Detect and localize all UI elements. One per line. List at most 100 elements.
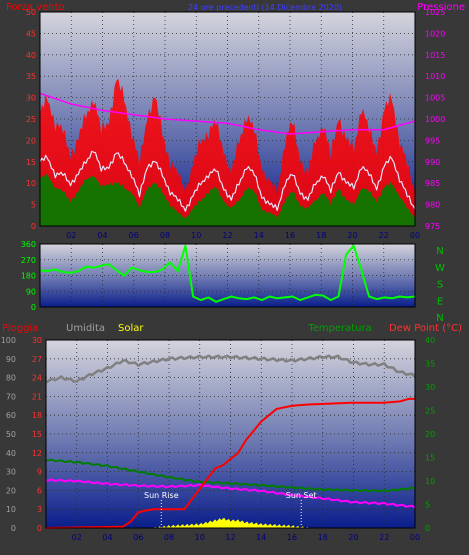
axis-tick-x-rain: 14 [256,533,266,542]
axis-tick-right-pressure: 1000 [425,115,445,124]
legend-pressure: Pressione [417,2,465,13]
axis-tick-left-direction: 360 [21,240,36,249]
legend-temperature: Temperatura [307,323,372,334]
axis-tick-left-direction: 0 [31,303,36,312]
axis-tick-left-wind: 30 [26,94,36,103]
axis-tick-humidity: 100 [1,336,16,345]
axis-tick-x-rain: 22 [379,533,389,542]
panel-direction-frame [39,243,416,308]
series-wind-mean [39,150,416,212]
axis-tick-right-pressure: 985 [425,179,440,188]
axis-tick-rain: 12 [32,449,42,458]
axis-tick-left-wind: 35 [26,72,36,81]
axis-tick-left-wind: 40 [26,51,36,60]
axis-tick-x-rain: 16 [287,533,297,542]
axis-tick-left-wind: 25 [26,115,36,124]
axis-tick-right-pressure: 1020 [425,29,445,38]
legend-humidity: Umidita [66,323,105,334]
annotation-sun-set: Sun Set [286,491,317,500]
axis-tick-temperature: 10 [425,477,435,486]
axis-tick-humidity: 10 [6,505,16,514]
axis-tick-temperature: 25 [425,407,435,416]
axis-tick-rain: 0 [37,524,42,533]
axis-tick-humidity: 50 [6,430,16,439]
axis-tick-right-pressure: 1025 [425,8,445,17]
axis-tick-temperature: 0 [425,524,430,533]
axis-tick-humidity: 70 [6,392,16,401]
axis-tick-rain: 9 [37,468,42,477]
axis-tick-x-wind: 14 [254,231,264,240]
series-umidita [45,354,416,384]
axis-tick-x-rain: 08 [164,533,174,542]
series-solar [46,517,415,528]
chart-title: 24 ore precedenti (14 Dicembre 2020) [188,3,342,12]
axis-tick-humidity: 0 [11,524,16,533]
annotation-sun-rise: Sun Rise [144,491,179,500]
axis-tick-left-wind: 0 [31,222,36,231]
series-temperatura [45,458,416,493]
axis-tick-temperature: 20 [425,430,435,439]
panel-wind-frame [39,11,416,227]
series-wind-gust [40,78,415,226]
legend-wind-force: Forza vento [6,2,65,13]
series-wind-direction [39,244,416,303]
axis-tick-rain: 15 [32,430,42,439]
axis-tick-right-pressure: 995 [425,136,440,145]
axis-tick-left-wind: 20 [26,136,36,145]
axis-tick-left-direction: 180 [21,272,36,281]
axis-tick-humidity: 20 [6,486,16,495]
axis-tick-humidity: 80 [6,374,16,383]
axis-tick-left-direction: 90 [26,287,36,296]
axis-tick-humidity: 90 [6,355,16,364]
axis-tick-left-wind: 15 [26,158,36,167]
axis-tick-humidity: 30 [6,468,16,477]
axis-tick-right-pressure: 1010 [425,72,445,81]
axis-tick-x-wind: 02 [66,231,76,240]
axis-tick-humidity: 40 [6,449,16,458]
compass-label: S [437,280,443,291]
axis-tick-left-wind: 5 [31,201,36,210]
axis-tick-temperature: 30 [425,383,435,392]
axis-tick-rain: 6 [37,486,42,495]
axis-tick-temperature: 35 [425,360,435,369]
axis-tick-x-rain: 00 [410,533,420,542]
series-pioggia [45,397,416,529]
axis-tick-right-pressure: 1005 [425,94,445,103]
axis-tick-left-wind: 45 [26,29,36,38]
panel-rain-frame [45,339,416,529]
axis-tick-x-wind: 18 [316,231,326,240]
axis-tick-right-pressure: 990 [425,158,440,167]
axis-tick-rain: 18 [32,411,42,420]
compass-label: E [437,296,443,307]
axis-tick-temperature: 15 [425,454,435,463]
axis-tick-x-wind: 00 [410,231,420,240]
compass-label: N [436,313,443,324]
axis-tick-rain: 21 [32,392,42,401]
axis-tick-x-wind: 20 [347,231,357,240]
axis-tick-x-wind: 04 [97,231,107,240]
axis-tick-rain: 24 [32,374,42,383]
series-wind-avg [40,173,415,226]
axis-tick-right-pressure: 975 [425,222,440,231]
axis-tick-x-wind: 22 [379,231,389,240]
axis-tick-x-rain: 06 [133,533,143,542]
axis-tick-temperature: 40 [425,336,435,345]
axis-tick-left-direction: 270 [21,256,36,265]
axis-tick-x-wind: 12 [222,231,232,240]
axis-tick-x-wind: 06 [129,231,139,240]
axis-tick-x-rain: 20 [348,533,358,542]
axis-tick-x-rain: 02 [72,533,82,542]
axis-tick-rain: 30 [32,336,42,345]
series-dew-point [45,478,416,509]
axis-tick-left-wind: 50 [26,8,36,17]
axis-tick-x-rain: 10 [195,533,205,542]
legend-rain: Pioggia [2,323,38,334]
legend-solar: Solar [118,323,144,334]
axis-tick-x-wind: 08 [160,231,170,240]
axis-tick-x-wind: 16 [285,231,295,240]
legend-dew-point: Dew Point (°C) [389,323,462,334]
axis-tick-rain: 27 [32,355,42,364]
compass-label: W [435,263,445,274]
axis-tick-rain: 3 [37,505,42,514]
